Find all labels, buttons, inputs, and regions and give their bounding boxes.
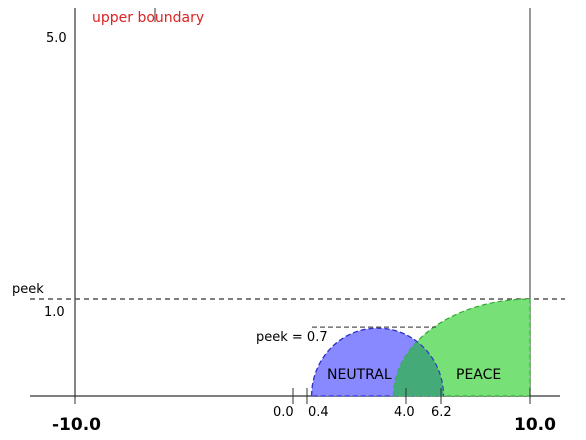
x-tick-label: -10.0 [52, 415, 101, 435]
x-tick-label: 0.4 [308, 405, 329, 420]
x-tick-label: 0.0 [273, 405, 294, 420]
neutral-label: NEUTRAL [327, 367, 392, 383]
peace-label: PEACE [456, 367, 501, 383]
peek-07-label: peek = 0.7 [256, 330, 328, 345]
x-tick-label: 4.0 [394, 405, 415, 420]
x-tick-label: 6.2 [431, 405, 452, 420]
upper-boundary-label: upper boundary [92, 10, 204, 26]
y-tick-label: 5.0 [46, 31, 67, 46]
x-tick-label: 10.0 [514, 415, 556, 435]
y-tick-label: 1.0 [44, 305, 65, 320]
peek-label: peek [12, 282, 44, 297]
